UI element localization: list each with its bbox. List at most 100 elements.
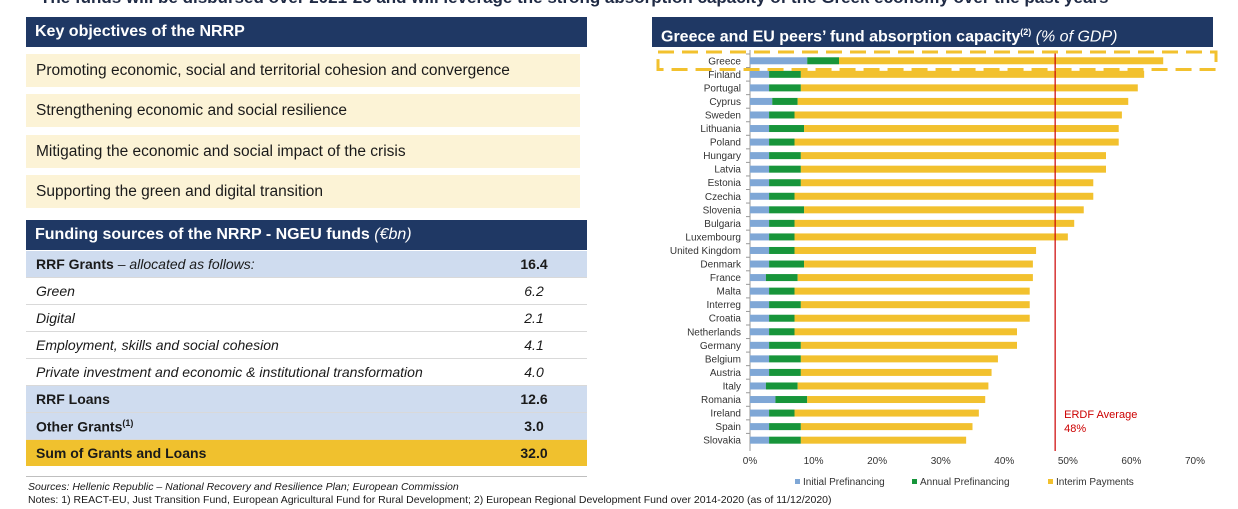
bar-segment-initial-prefinancing: [750, 301, 770, 309]
category-label: Interreg: [707, 300, 741, 311]
bar-segment-initial-prefinancing: [750, 165, 770, 173]
funding-table: RRF Grants – allocated as follows: 16.4 …: [26, 251, 587, 466]
legend-swatch: [1048, 479, 1053, 484]
bar-segment-initial-prefinancing: [750, 355, 770, 363]
table-row-other-grants: Other Grants(1) 3.0: [26, 412, 587, 440]
category-label: Poland: [710, 138, 741, 149]
bar-segment-initial-prefinancing: [750, 396, 776, 404]
bar-segment-annual-prefinancing: [769, 409, 795, 417]
bar-segment-initial-prefinancing: [750, 57, 808, 65]
x-tick-label: 30%: [931, 456, 951, 467]
bar-segment-annual-prefinancing: [769, 436, 801, 444]
objective-item: Supporting the green and digital transit…: [26, 175, 580, 208]
row-label: Private investment and economic & instit…: [26, 358, 481, 386]
row-value: 4.1: [481, 331, 587, 359]
category-label: Croatia: [709, 314, 742, 325]
category-label: Estonia: [708, 178, 742, 189]
category-label: Slovenia: [703, 205, 742, 216]
bar-segment-initial-prefinancing: [750, 70, 770, 78]
bar-segment-initial-prefinancing: [750, 84, 770, 92]
table-row-allocation: Digital 2.1: [26, 304, 587, 332]
category-label: Cyprus: [709, 97, 741, 108]
bar-segment-annual-prefinancing: [769, 111, 795, 119]
bar-segment-interim-payments: [804, 206, 1084, 214]
bar-segment-interim-payments: [794, 409, 979, 417]
bar-segment-interim-payments: [800, 341, 1017, 349]
objective-item: Mitigating the economic and social impac…: [26, 135, 580, 168]
bar-segment-interim-payments: [839, 57, 1164, 65]
bar-segment-initial-prefinancing: [750, 368, 770, 376]
bar-segment-initial-prefinancing: [750, 341, 770, 349]
category-label: Spain: [715, 422, 741, 433]
bar-segment-initial-prefinancing: [750, 125, 770, 133]
bar-segment-annual-prefinancing: [769, 125, 805, 133]
bar-segment-annual-prefinancing: [807, 57, 839, 65]
x-tick-label: 10%: [804, 456, 824, 467]
objective-item: Strengthening economic and social resili…: [26, 94, 580, 127]
bar-segment-initial-prefinancing: [750, 382, 766, 390]
bar-segment-annual-prefinancing: [769, 287, 795, 295]
headline: • The funds will be disbursed over 2021-…: [0, 0, 1238, 10]
bar-segment-annual-prefinancing: [769, 84, 801, 92]
absorption-chart: Greece Finland Portugal Cyprus Sweden Lithuan…: [656, 50, 1218, 488]
bar-segment-annual-prefinancing: [769, 246, 795, 254]
bar-segment-interim-payments: [800, 70, 1145, 78]
footer-notes: Notes: 1) REACT-EU, Just Transition Fund…: [28, 494, 832, 506]
table-row-rrf-loans: RRF Loans 12.6: [26, 385, 587, 413]
bar-segment-interim-payments: [794, 287, 1030, 295]
funding-title-unit: (€bn): [374, 226, 412, 243]
chart-title-text: Greece and EU peers’ fund absorption cap…: [661, 28, 1021, 46]
category-label: Malta: [717, 287, 742, 298]
bar-segment-annual-prefinancing: [769, 70, 801, 78]
footer-divider: [26, 476, 587, 477]
bar-segment-annual-prefinancing: [769, 368, 801, 376]
bar-segment-annual-prefinancing: [769, 341, 801, 349]
x-tick-label: 60%: [1121, 456, 1141, 467]
other-grants-sup: (1): [122, 417, 134, 428]
category-label: Denmark: [700, 260, 742, 271]
chart-title-sup: (2): [1020, 27, 1032, 37]
bar-segment-annual-prefinancing: [769, 423, 801, 431]
x-tick-label: 70%: [1185, 456, 1205, 467]
bar-segment-initial-prefinancing: [750, 246, 770, 254]
category-label: Ireland: [710, 409, 741, 420]
bar-segment-interim-payments: [794, 314, 1030, 322]
bar-segment-annual-prefinancing: [769, 301, 801, 309]
funding-title: Funding sources of the NRRP - NGEU funds…: [26, 220, 587, 250]
category-label: France: [710, 273, 742, 284]
greece-highlight-box: [656, 50, 1218, 72]
category-label: Lithuania: [700, 124, 741, 135]
bar-segment-annual-prefinancing: [772, 97, 798, 105]
category-label: Austria: [710, 368, 742, 379]
bar-segment-annual-prefinancing: [765, 274, 798, 282]
row-value: 16.4: [481, 251, 587, 278]
x-tick-label: 40%: [994, 456, 1014, 467]
category-label: Luxembourg: [685, 232, 741, 243]
bar-segment-interim-payments: [800, 152, 1106, 160]
legend-label: Annual Prefinancing: [920, 477, 1010, 488]
bar-segment-interim-payments: [794, 246, 1037, 254]
legend-label: Initial Prefinancing: [803, 477, 885, 488]
footer-sources: Sources: Hellenic Republic – National Re…: [28, 481, 459, 493]
category-label: United Kingdom: [670, 246, 741, 257]
category-label: Portugal: [704, 83, 741, 94]
bar-segment-annual-prefinancing: [769, 179, 801, 187]
row-value: 6.2: [481, 277, 587, 305]
table-row-sum: Sum of Grants and Loans 32.0: [26, 439, 587, 466]
bar-segment-interim-payments: [804, 125, 1119, 133]
other-grants-label: Other Grants: [36, 418, 123, 435]
row-label: Digital: [26, 304, 481, 332]
bar-segment-annual-prefinancing: [769, 192, 795, 200]
bar-segment-annual-prefinancing: [775, 396, 808, 404]
category-label: Italy: [723, 381, 741, 392]
bar-segment-initial-prefinancing: [750, 423, 770, 431]
bar-segment-interim-payments: [794, 111, 1122, 119]
objectives-title-text: Key objectives of the NRRP: [35, 23, 245, 40]
bar-segment-initial-prefinancing: [750, 314, 770, 322]
headline-text: The funds will be disbursed over 2021-26…: [40, 0, 1109, 8]
bar-segment-interim-payments: [794, 219, 1075, 227]
bar-segment-interim-payments: [794, 328, 1017, 336]
x-tick-label: 20%: [867, 456, 887, 467]
bar-segment-annual-prefinancing: [769, 165, 801, 173]
bar-segment-interim-payments: [807, 396, 986, 404]
